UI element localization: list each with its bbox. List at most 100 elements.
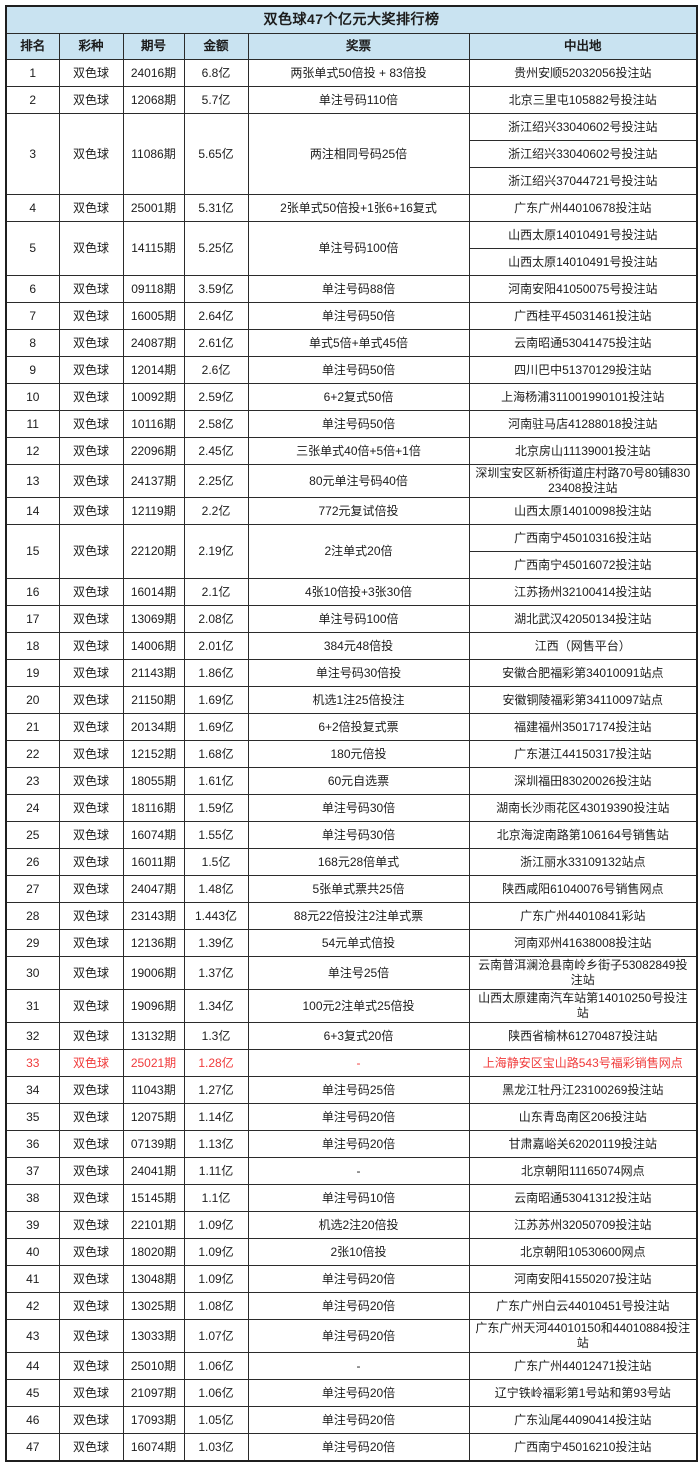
period-cell: 12136期 [122,929,185,957]
lottery-type-cell: 双色球 [58,686,124,714]
table-row: 22 双色球 12152期 1.68亿 180元倍投 广东湛江44150317投注站 [5,740,698,768]
location-cell: 广东汕尾44090414投注站 [468,1406,698,1434]
lottery-type-cell: 双色球 [58,1103,124,1131]
prize-ranking-table: 双色球47个亿元大奖排行榜 排名 彩种 期号 金额 奖票 中出地 1 双色球 24016期 6.… [5,5,699,1462]
lottery-type-cell: 双色球 [58,86,124,114]
rank-cell: 13 [5,464,60,498]
table-row: 11 双色球 10116期 2.58亿 单注号码50倍 河南驻马店41288018投注站 [5,410,698,438]
location-cell: 广东广州白云44010451号投注站 [468,1292,698,1320]
lottery-type-cell: 双色球 [58,989,124,1023]
location-cell: 山西太原14010098投注站 [468,497,698,525]
rank-cell: 14 [5,497,60,525]
amount-cell: 1.03亿 [183,1433,249,1462]
rank-cell: 30 [5,956,60,990]
column-header-0: 排名 [5,33,60,60]
period-cell: 17093期 [122,1406,185,1434]
table-row: 12 双色球 22096期 2.45亿 三张单式40倍+5倍+1倍 北京房山1113900… [5,437,698,465]
lottery-type-cell: 双色球 [58,578,124,606]
table-row: 32 双色球 13132期 1.3亿 6+3复式20倍 陕西省榆林61270487投注站 [5,1022,698,1050]
amount-cell: 2.58亿 [183,410,249,438]
lottery-type-cell: 双色球 [58,1022,124,1050]
period-cell: 10116期 [122,410,185,438]
ticket-cell: 6+2复式50倍 [247,383,470,411]
location-cell: 黑龙江牡丹江23100269投注站 [468,1076,698,1104]
ticket-cell: 单注号码88倍 [247,275,470,303]
period-cell: 13132期 [122,1022,185,1050]
ticket-cell: 5张单式票共25倍 [247,875,470,903]
lottery-type-cell: 双色球 [58,524,124,579]
lottery-type-cell: 双色球 [58,194,124,222]
lottery-type-cell: 双色球 [58,605,124,633]
amount-cell: 2.01亿 [183,632,249,660]
column-header-4: 奖票 [247,33,470,60]
amount-cell: 1.59亿 [183,794,249,822]
table-row: 19 双色球 21143期 1.86亿 单注号码30倍投 安徽合肥福彩第34010091站… [5,659,698,687]
period-cell: 12014期 [122,356,185,384]
amount-cell: 2.45亿 [183,437,249,465]
ticket-cell: 2张10倍投 [247,1238,470,1266]
ticket-cell: 单注号码20倍 [247,1103,470,1131]
amount-cell: 2.08亿 [183,605,249,633]
ticket-cell: 单注号码30倍投 [247,659,470,687]
rank-cell: 31 [5,989,60,1023]
table-row: 24 双色球 18116期 1.59亿 单注号码30倍 湖南长沙雨花区43019390投注… [5,794,698,822]
ticket-cell: 单注号码50倍 [247,410,470,438]
rank-cell: 28 [5,902,60,930]
period-cell: 20134期 [122,713,185,741]
table-row: 1 双色球 24016期 6.8亿 两张单式50倍投 + 83倍投 贵州安顺5203205… [5,59,698,87]
lottery-type-cell: 双色球 [58,356,124,384]
lottery-type-cell: 双色球 [58,902,124,930]
rank-cell: 36 [5,1130,60,1158]
location-cell: 四川巴中51370129投注站 [468,356,698,384]
period-cell: 24087期 [122,329,185,357]
ticket-cell: 单注号码50倍 [247,302,470,330]
location-cell: 江苏苏州32050709投注站 [468,1211,698,1239]
table-row: 39 双色球 22101期 1.09亿 机选2注20倍投 江苏苏州32050709投注站 [5,1211,698,1239]
rank-cell: 5 [5,221,60,276]
rank-cell: 19 [5,659,60,687]
period-cell: 13069期 [122,605,185,633]
lottery-type-cell: 双色球 [58,221,124,276]
table-row: 26 双色球 16011期 1.5亿 168元28倍单式 浙江丽水33109132站点 [5,848,698,876]
location-cell: 北京朝阳11165074网点 [468,1157,698,1185]
table-row: 14 双色球 12119期 2.2亿 772元复试倍投 山西太原14010098投注站 [5,497,698,525]
rank-cell: 7 [5,302,60,330]
location-cell: 云南昭通53041475投注站 [468,329,698,357]
amount-cell: 1.69亿 [183,713,249,741]
rank-cell: 38 [5,1184,60,1212]
rank-cell: 32 [5,1022,60,1050]
period-cell: 21097期 [122,1379,185,1407]
table-row: 47 双色球 16074期 1.03亿 单注号码20倍 广西南宁45016210投注站 [5,1433,698,1462]
rank-cell: 39 [5,1211,60,1239]
lottery-type-cell: 双色球 [58,929,124,957]
period-cell: 22096期 [122,437,185,465]
ticket-cell: 单注号码20倍 [247,1319,470,1353]
location-cell: 陕西省榆林61270487投注站 [468,1022,698,1050]
ticket-cell: - [247,1049,470,1077]
lottery-type-cell: 双色球 [58,632,124,660]
period-cell: 24137期 [122,464,185,498]
rank-cell: 35 [5,1103,60,1131]
table-row: 34 双色球 11043期 1.27亿 单注号码25倍 黑龙江牡丹江23100269投注站 [5,1076,698,1104]
table-row: 9 双色球 12014期 2.6亿 单注号码50倍 四川巴中51370129投注站 [5,356,698,384]
period-cell: 11043期 [122,1076,185,1104]
period-cell: 24016期 [122,59,185,87]
amount-cell: 2.64亿 [183,302,249,330]
lottery-type-cell: 双色球 [58,383,124,411]
table-row: 31 双色球 19096期 1.34亿 100元2注单式25倍投 山西太原建南汽车站第14… [5,989,698,1023]
table-row: 28 双色球 23143期 1.443亿 88元22倍投注2注单式票 广东广州440108… [5,902,698,930]
table-row: 33 双色球 25021期 1.28亿 - 上海静安区宝山路543号福彩销售网点 [5,1049,698,1077]
lottery-type-cell: 双色球 [58,1184,124,1212]
lottery-type-cell: 双色球 [58,821,124,849]
location-cell: 云南普洱澜沧县南岭乡街子53082849投注站 [468,956,698,990]
period-cell: 14115期 [122,221,185,276]
location-cell: 广西桂平45031461投注站 [468,302,698,330]
ticket-cell: 单注号码110倍 [247,86,470,114]
rank-cell: 37 [5,1157,60,1185]
amount-cell: 5.65亿 [183,113,249,195]
ticket-cell: 168元28倍单式 [247,848,470,876]
amount-cell: 5.31亿 [183,194,249,222]
table-row: 44 双色球 25010期 1.06亿 - 广东广州44012471投注站 [5,1352,698,1380]
location-cell: 广东广州44010841彩站 [468,902,698,930]
